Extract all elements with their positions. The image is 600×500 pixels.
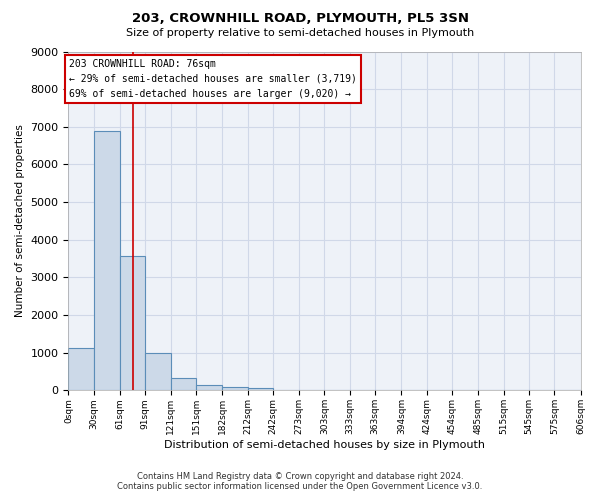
Bar (248, 388, 273, 390)
Bar (170, 378, 196, 390)
Bar (94, 130, 120, 390)
Bar (120, 256, 145, 390)
Bar (222, 386, 248, 390)
Text: Contains HM Land Registry data © Crown copyright and database right 2024.
Contai: Contains HM Land Registry data © Crown c… (118, 472, 482, 491)
Bar (145, 353, 170, 391)
Bar (68, 348, 94, 391)
Text: Size of property relative to semi-detached houses in Plymouth: Size of property relative to semi-detach… (126, 28, 474, 38)
Y-axis label: Number of semi-detached properties: Number of semi-detached properties (15, 124, 25, 318)
Text: 203 CROWNHILL ROAD: 76sqm
← 29% of semi-detached houses are smaller (3,719)
69% : 203 CROWNHILL ROAD: 76sqm ← 29% of semi-… (69, 59, 357, 98)
Bar (196, 384, 222, 390)
Text: 203, CROWNHILL ROAD, PLYMOUTH, PL5 3SN: 203, CROWNHILL ROAD, PLYMOUTH, PL5 3SN (131, 12, 469, 26)
X-axis label: Distribution of semi-detached houses by size in Plymouth: Distribution of semi-detached houses by … (164, 440, 485, 450)
